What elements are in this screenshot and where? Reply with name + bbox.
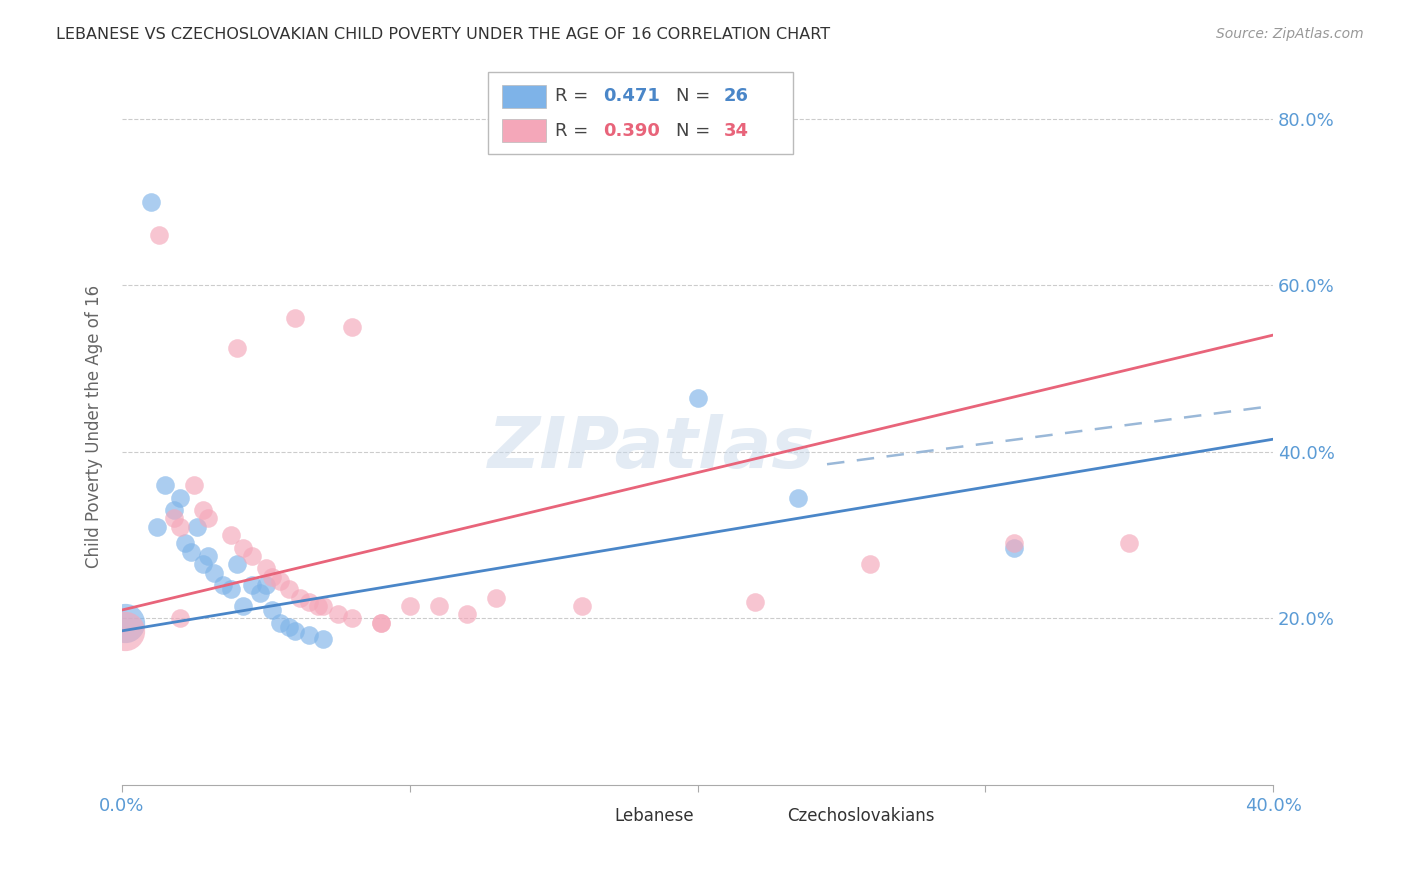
Text: Lebanese: Lebanese — [614, 806, 695, 825]
Point — [145, 519, 167, 533]
Point — [269, 615, 291, 630]
Point — [744, 595, 766, 609]
Point — [186, 519, 208, 533]
Point — [859, 557, 882, 571]
Point — [298, 628, 321, 642]
FancyBboxPatch shape — [488, 72, 793, 154]
Point — [254, 578, 277, 592]
Point — [312, 632, 335, 647]
Point — [221, 528, 243, 542]
Point — [114, 624, 136, 638]
Point — [183, 478, 205, 492]
Point — [249, 586, 271, 600]
Point — [169, 519, 191, 533]
Point — [191, 557, 214, 571]
Text: Czechoslovakians: Czechoslovakians — [787, 806, 935, 825]
Point — [174, 536, 197, 550]
Point — [226, 557, 249, 571]
Point — [326, 607, 349, 622]
Point — [1002, 541, 1025, 555]
Point — [169, 611, 191, 625]
Point — [298, 595, 321, 609]
Text: N =: N = — [676, 122, 716, 140]
Point — [232, 541, 254, 555]
FancyBboxPatch shape — [502, 120, 546, 143]
Point — [278, 582, 301, 597]
Point — [221, 582, 243, 597]
Point — [342, 611, 364, 625]
Text: 0.471: 0.471 — [603, 87, 659, 104]
Point — [427, 599, 450, 613]
Y-axis label: Child Poverty Under the Age of 16: Child Poverty Under the Age of 16 — [86, 285, 103, 568]
Point — [148, 228, 170, 243]
Text: R =: R = — [555, 87, 593, 104]
Text: N =: N = — [676, 87, 716, 104]
Point — [240, 578, 263, 592]
Point — [180, 544, 202, 558]
Point — [197, 511, 219, 525]
Point — [284, 624, 307, 638]
Point — [114, 615, 136, 630]
Point — [155, 478, 177, 492]
Text: Source: ZipAtlas.com: Source: ZipAtlas.com — [1216, 27, 1364, 41]
Point — [787, 491, 810, 505]
Point — [211, 578, 233, 592]
Point — [456, 607, 478, 622]
Point — [139, 194, 162, 209]
Point — [307, 599, 329, 613]
Point — [398, 599, 420, 613]
FancyBboxPatch shape — [560, 806, 603, 824]
FancyBboxPatch shape — [733, 806, 776, 824]
Point — [260, 603, 283, 617]
Point — [169, 491, 191, 505]
Point — [197, 549, 219, 563]
Point — [163, 503, 186, 517]
Point — [254, 561, 277, 575]
Text: 26: 26 — [724, 87, 749, 104]
Point — [370, 615, 392, 630]
Text: 34: 34 — [724, 122, 749, 140]
Point — [202, 566, 225, 580]
Point — [290, 591, 312, 605]
Point — [269, 574, 291, 588]
Point — [571, 599, 593, 613]
Text: LEBANESE VS CZECHOSLOVAKIAN CHILD POVERTY UNDER THE AGE OF 16 CORRELATION CHART: LEBANESE VS CZECHOSLOVAKIAN CHILD POVERT… — [56, 27, 831, 42]
Text: ZIPatlas: ZIPatlas — [488, 414, 815, 483]
Point — [312, 599, 335, 613]
Point — [240, 549, 263, 563]
Text: R =: R = — [555, 122, 593, 140]
Point — [226, 341, 249, 355]
Point — [191, 503, 214, 517]
Point — [1118, 536, 1140, 550]
Point — [342, 319, 364, 334]
Point — [232, 599, 254, 613]
Point — [260, 570, 283, 584]
FancyBboxPatch shape — [502, 85, 546, 108]
Point — [163, 511, 186, 525]
Point — [370, 615, 392, 630]
Point — [686, 391, 709, 405]
Point — [485, 591, 508, 605]
Point — [278, 620, 301, 634]
Point — [284, 311, 307, 326]
Text: 0.390: 0.390 — [603, 122, 659, 140]
Point — [1002, 536, 1025, 550]
